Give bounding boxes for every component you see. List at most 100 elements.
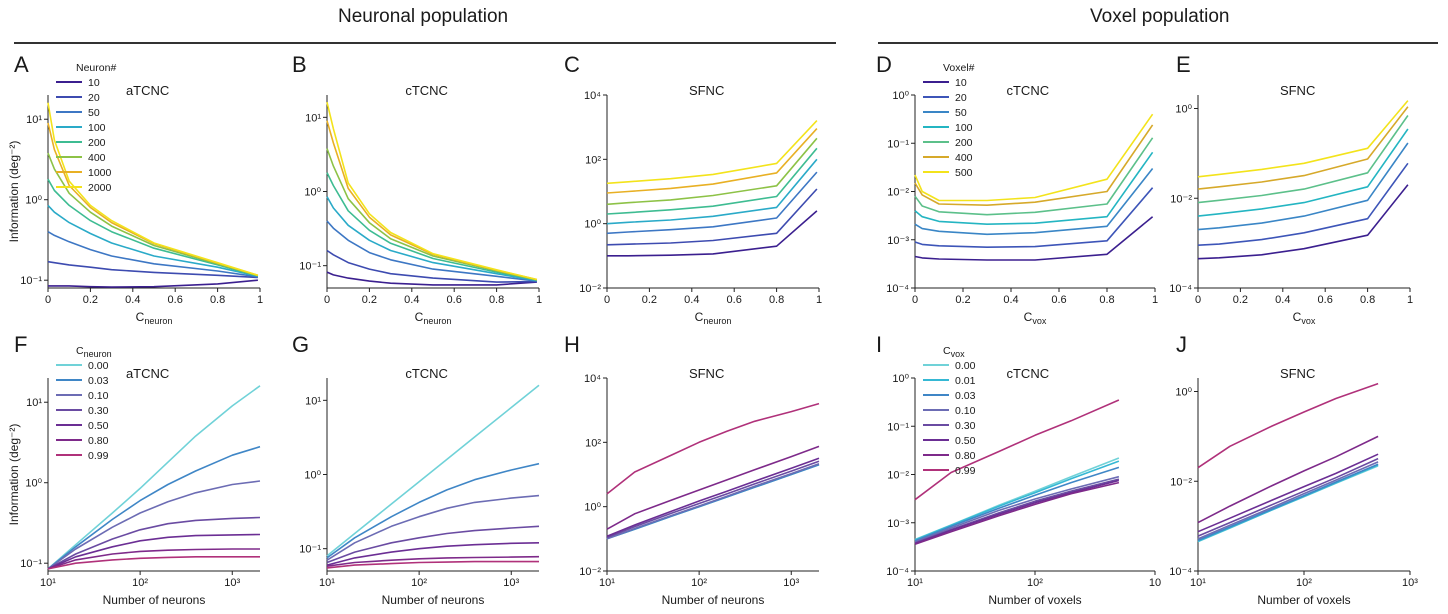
series-line-10 [914, 216, 1154, 261]
chart-svg: 0 0.2 0.4 0.6 0.8 1 10⁻² 10⁰ 10² 10⁴ SFNC Cneuron [579, 83, 822, 326]
series-line-0.80 [606, 445, 820, 530]
x-tick-label: 0.4 [1275, 294, 1290, 306]
x-tick-label: 0 [604, 294, 610, 306]
x-axis-label: Number of voxels [988, 593, 1081, 607]
y-tick-label: 10⁰ [304, 187, 321, 199]
legend-entry: 10 [88, 77, 100, 89]
y-tick-label: 10⁻² [1170, 193, 1192, 205]
x-axis-label: Cneuron [695, 310, 732, 326]
legend-entry: 0.10 [955, 405, 976, 417]
y-tick-label: 10⁻¹ [299, 261, 321, 273]
chart-panel-a: 0 0.2 0.4 0.6 0.8 1 10⁻¹ 10⁰ 10¹ aTCNC Cneuron Info… [7, 62, 263, 326]
chart-title: SFNC [689, 366, 724, 381]
chart-panel-d: 0 0.2 0.4 0.6 0.8 1 10⁻⁴ 10⁻³ 10⁻² 10⁻¹ 10⁰ cTCNC Cv… [886, 62, 1158, 326]
y-axis-label: Information (deg⁻²) [7, 424, 21, 526]
x-tick-label: 0.8 [210, 294, 225, 306]
series-line-0.99 [914, 399, 1120, 501]
series-line-0.50 [606, 457, 820, 538]
legend-title: Cvox [943, 345, 965, 359]
series-line-0.01 [914, 460, 1120, 541]
series-line-400 [47, 152, 259, 277]
y-tick-label: 10⁻³ [887, 235, 909, 247]
y-tick-label: 10⁻² [887, 187, 909, 199]
x-tick-label: 0.8 [489, 294, 504, 306]
series-line-2000 [47, 102, 259, 277]
series-line-0.10 [914, 475, 1120, 543]
chart-title: cTCNC [1006, 366, 1049, 381]
panel-letter: J [1176, 332, 1187, 357]
chart-panel-b: 0 0.2 0.4 0.6 0.8 1 10⁻¹ 10⁰ 10¹ cTCNC Cneuron [299, 83, 542, 326]
divider-neuronal [14, 42, 836, 44]
x-axis-label: Number of neurons [662, 593, 765, 607]
x-tick-label: 0.4 [1003, 294, 1018, 306]
x-tick-label: 10¹ [1190, 577, 1206, 589]
chart-title: cTCNC [1006, 83, 1049, 98]
x-axis-label: Cvox [1293, 310, 1316, 326]
panel-letter: F [14, 332, 28, 357]
x-tick-label: 0.2 [83, 294, 98, 306]
chart-title: aTCNC [126, 366, 169, 381]
y-tick-label: 10⁻⁴ [886, 283, 909, 295]
y-tick-label: 10⁻⁴ [1169, 283, 1192, 295]
y-tick-label: 10⁻¹ [20, 558, 42, 570]
chart-svg: 0 0.2 0.4 0.6 0.8 1 10⁻⁴ 10⁻³ 10⁻² 10⁻¹ 10⁰ cTCNC Cv… [886, 62, 1158, 326]
y-tick-label: 10¹ [26, 397, 42, 409]
x-tick-label: 0 [324, 294, 330, 306]
panel-letter: I [876, 332, 883, 357]
series-line-50 [606, 171, 818, 235]
x-tick-label: 0.8 [769, 294, 784, 306]
x-axis-label: Number of neurons [382, 593, 485, 607]
legend-entry: 0.30 [88, 405, 109, 417]
series-line-0.03 [47, 445, 261, 570]
chart-panel-j: 10¹ 10² 10³ 10⁻⁴ 10⁻² 10⁰ SFNC Number of voxels [1169, 366, 1418, 607]
series-line-20 [47, 260, 258, 279]
series-line-20 [914, 187, 1154, 248]
series-line-400 [1197, 106, 1409, 190]
x-tick-label: 0.4 [684, 294, 699, 306]
x-tick-label: 0.8 [1360, 294, 1375, 306]
series-line-100 [914, 151, 1154, 225]
panel-letter: C [564, 52, 580, 77]
x-tick-label: 1 [1407, 294, 1413, 306]
chart-panel-c: 0 0.2 0.4 0.6 0.8 1 10⁻² 10⁰ 10² 10⁴ SFNC Cneuron [579, 83, 822, 326]
series-line-200 [606, 147, 818, 215]
series-line-400 [606, 137, 818, 206]
series-line-10 [326, 271, 537, 286]
chart-svg: 0 0.2 0.4 0.6 0.8 1 10⁻⁴ 10⁻² 10⁰ SFNC Cvox [1169, 83, 1413, 326]
x-tick-label: 10¹ [907, 577, 923, 589]
x-tick-label: 0.6 [727, 294, 742, 306]
x-tick-label: 0.8 [1099, 294, 1114, 306]
y-axis-label: Information (deg⁻²) [7, 141, 21, 243]
legend-title: Voxel# [943, 62, 975, 74]
x-tick-label: 10³ [503, 577, 519, 589]
series-line-400 [326, 148, 538, 281]
panel-letter: D [876, 52, 892, 77]
y-tick-label: 10⁰ [1175, 387, 1192, 399]
legend-entry: 0.50 [955, 435, 976, 447]
series-line-0.30 [47, 516, 261, 570]
legend-entry: 50 [955, 107, 967, 119]
x-tick-label: 0.2 [1233, 294, 1248, 306]
y-tick-label: 10⁰ [25, 478, 42, 490]
series-line-0.80 [1197, 435, 1379, 524]
y-tick-label: 10¹ [305, 112, 321, 124]
series-line-100 [47, 204, 259, 277]
series-line-500 [1197, 100, 1409, 178]
legend-entry: 0.99 [955, 465, 976, 477]
series-line-10 [1197, 184, 1409, 260]
x-tick-label: 0.2 [642, 294, 657, 306]
series-line-0.50 [1197, 453, 1379, 533]
chart-panel-h: 10¹ 10² 10³ 10⁻² 10⁰ 10² 10⁴ SFNC Number of neur… [579, 366, 820, 607]
series-line-0.99 [326, 560, 539, 569]
y-tick-label: 10⁻³ [887, 518, 909, 530]
series-line-0.03 [914, 466, 1120, 542]
legend-entry: 1000 [88, 167, 112, 179]
series-line-0.10 [326, 494, 540, 561]
y-tick-label: 10⁰ [1175, 104, 1192, 116]
y-tick-label: 10⁰ [304, 470, 321, 482]
x-tick-label: 10 [1149, 577, 1161, 589]
y-tick-label: 10¹ [26, 114, 42, 126]
series-line-100 [326, 196, 538, 282]
y-tick-label: 10⁰ [584, 502, 601, 514]
y-tick-label: 10⁻² [887, 470, 909, 482]
